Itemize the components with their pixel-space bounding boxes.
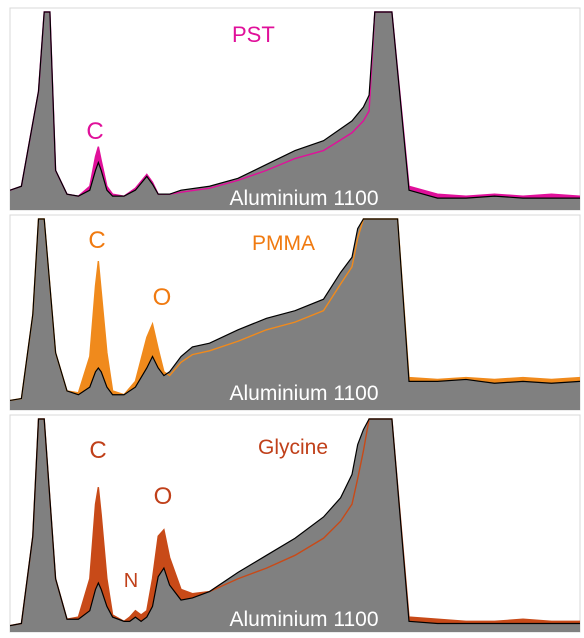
spectrum-panel: PST C Aluminium 1100 [9, 7, 581, 211]
sample-title: PST [232, 22, 275, 47]
substrate-spectrum-line [10, 418, 580, 627]
substrate-annotation: Aluminium 1100 [229, 187, 378, 210]
peak-label: O [153, 284, 172, 311]
substrate-spectrum-fill [10, 12, 580, 210]
sample-title: Glycine [258, 436, 328, 459]
substrate-spectrum-line [10, 11, 580, 199]
peak-label: O [154, 483, 173, 510]
spectrum-panel: PMMA C O Aluminium 1100 [9, 214, 581, 411]
substrate-spectrum-line [10, 218, 580, 402]
substrate-spectrum-fill [10, 419, 580, 632]
peak-label: C [88, 227, 105, 254]
substrate-annotation: Aluminium 1100 [229, 382, 378, 405]
substrate-spectrum-fill [10, 219, 580, 410]
sample-title: PMMA [252, 232, 315, 255]
peak-label: C [86, 118, 103, 145]
peak-label: C [89, 437, 106, 464]
spectrum-panel: Glycine C N O Aluminium 1100 [9, 414, 581, 633]
peak-label: N [124, 570, 138, 592]
substrate-annotation: Aluminium 1100 [229, 608, 378, 631]
